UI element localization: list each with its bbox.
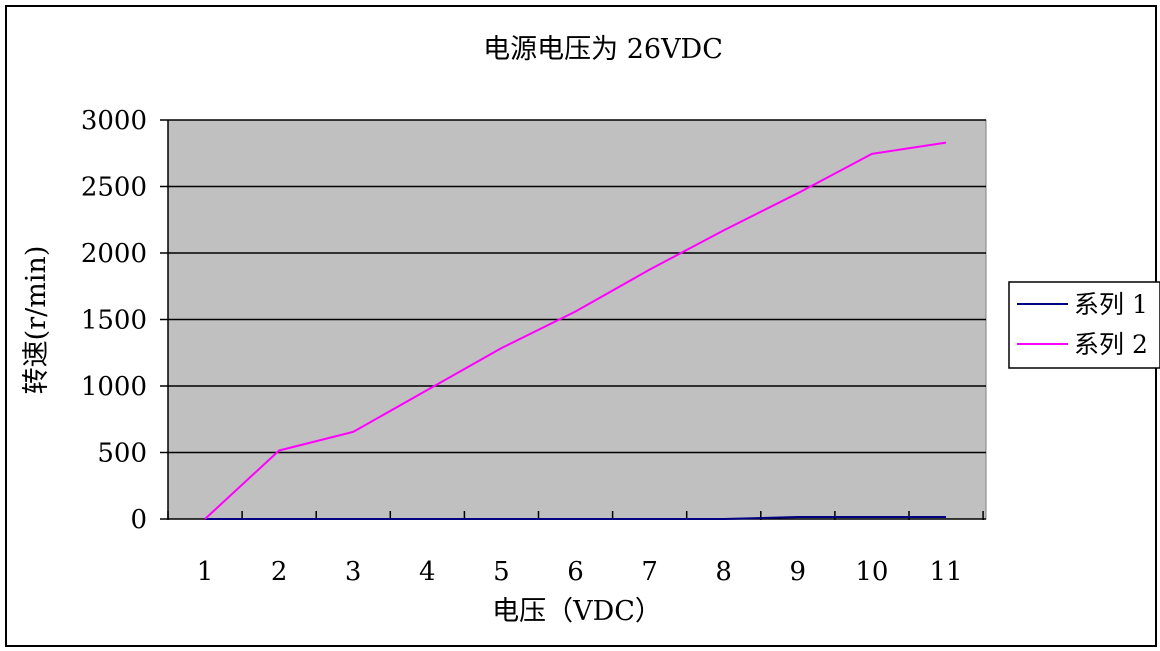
x-tick-label: 8 [715,557,732,587]
y-tick-label: 0 [130,505,147,535]
x-tick-label: 4 [419,557,436,587]
y-tick-label: 2000 [81,239,147,269]
y-tick-label: 1500 [81,306,147,336]
x-tick-label: 10 [855,557,888,587]
x-tick-label: 1 [197,557,214,587]
chart-title: 电源电压为 26VDC [483,34,723,65]
x-tick-label: 6 [567,557,584,587]
x-axis-ticks: 1 2 3 4 5 6 7 8 9 10 11 [167,511,984,587]
y-axis-ticks: 0 500 1000 1500 2000 2500 3000 [81,106,168,535]
x-tick-label: 5 [493,557,510,587]
x-tick-label: 2 [271,557,288,587]
y-tick-label: 3000 [81,106,147,136]
series-line-1 [205,516,946,520]
legend-label-2: 系列 2 [1074,330,1148,359]
series-line-2 [204,141,947,520]
y-tick-label: 500 [97,439,147,469]
series-lines [204,141,947,520]
x-tick-label: 11 [929,557,962,587]
x-tick-label: 3 [345,557,362,587]
x-tick-label: 9 [790,557,807,587]
x-tick-label: 7 [641,557,658,587]
legend: 系列 1 系列 2 [1008,281,1160,369]
y-tick-label: 1000 [81,372,147,402]
legend-box [1008,281,1160,369]
legend-label-1: 系列 1 [1074,290,1148,319]
gridlines [168,119,986,454]
y-tick-label: 2500 [81,173,147,203]
y-axis-title: 转速(r/min) [21,246,52,395]
x-axis-title: 电压（VDC） [492,596,662,627]
